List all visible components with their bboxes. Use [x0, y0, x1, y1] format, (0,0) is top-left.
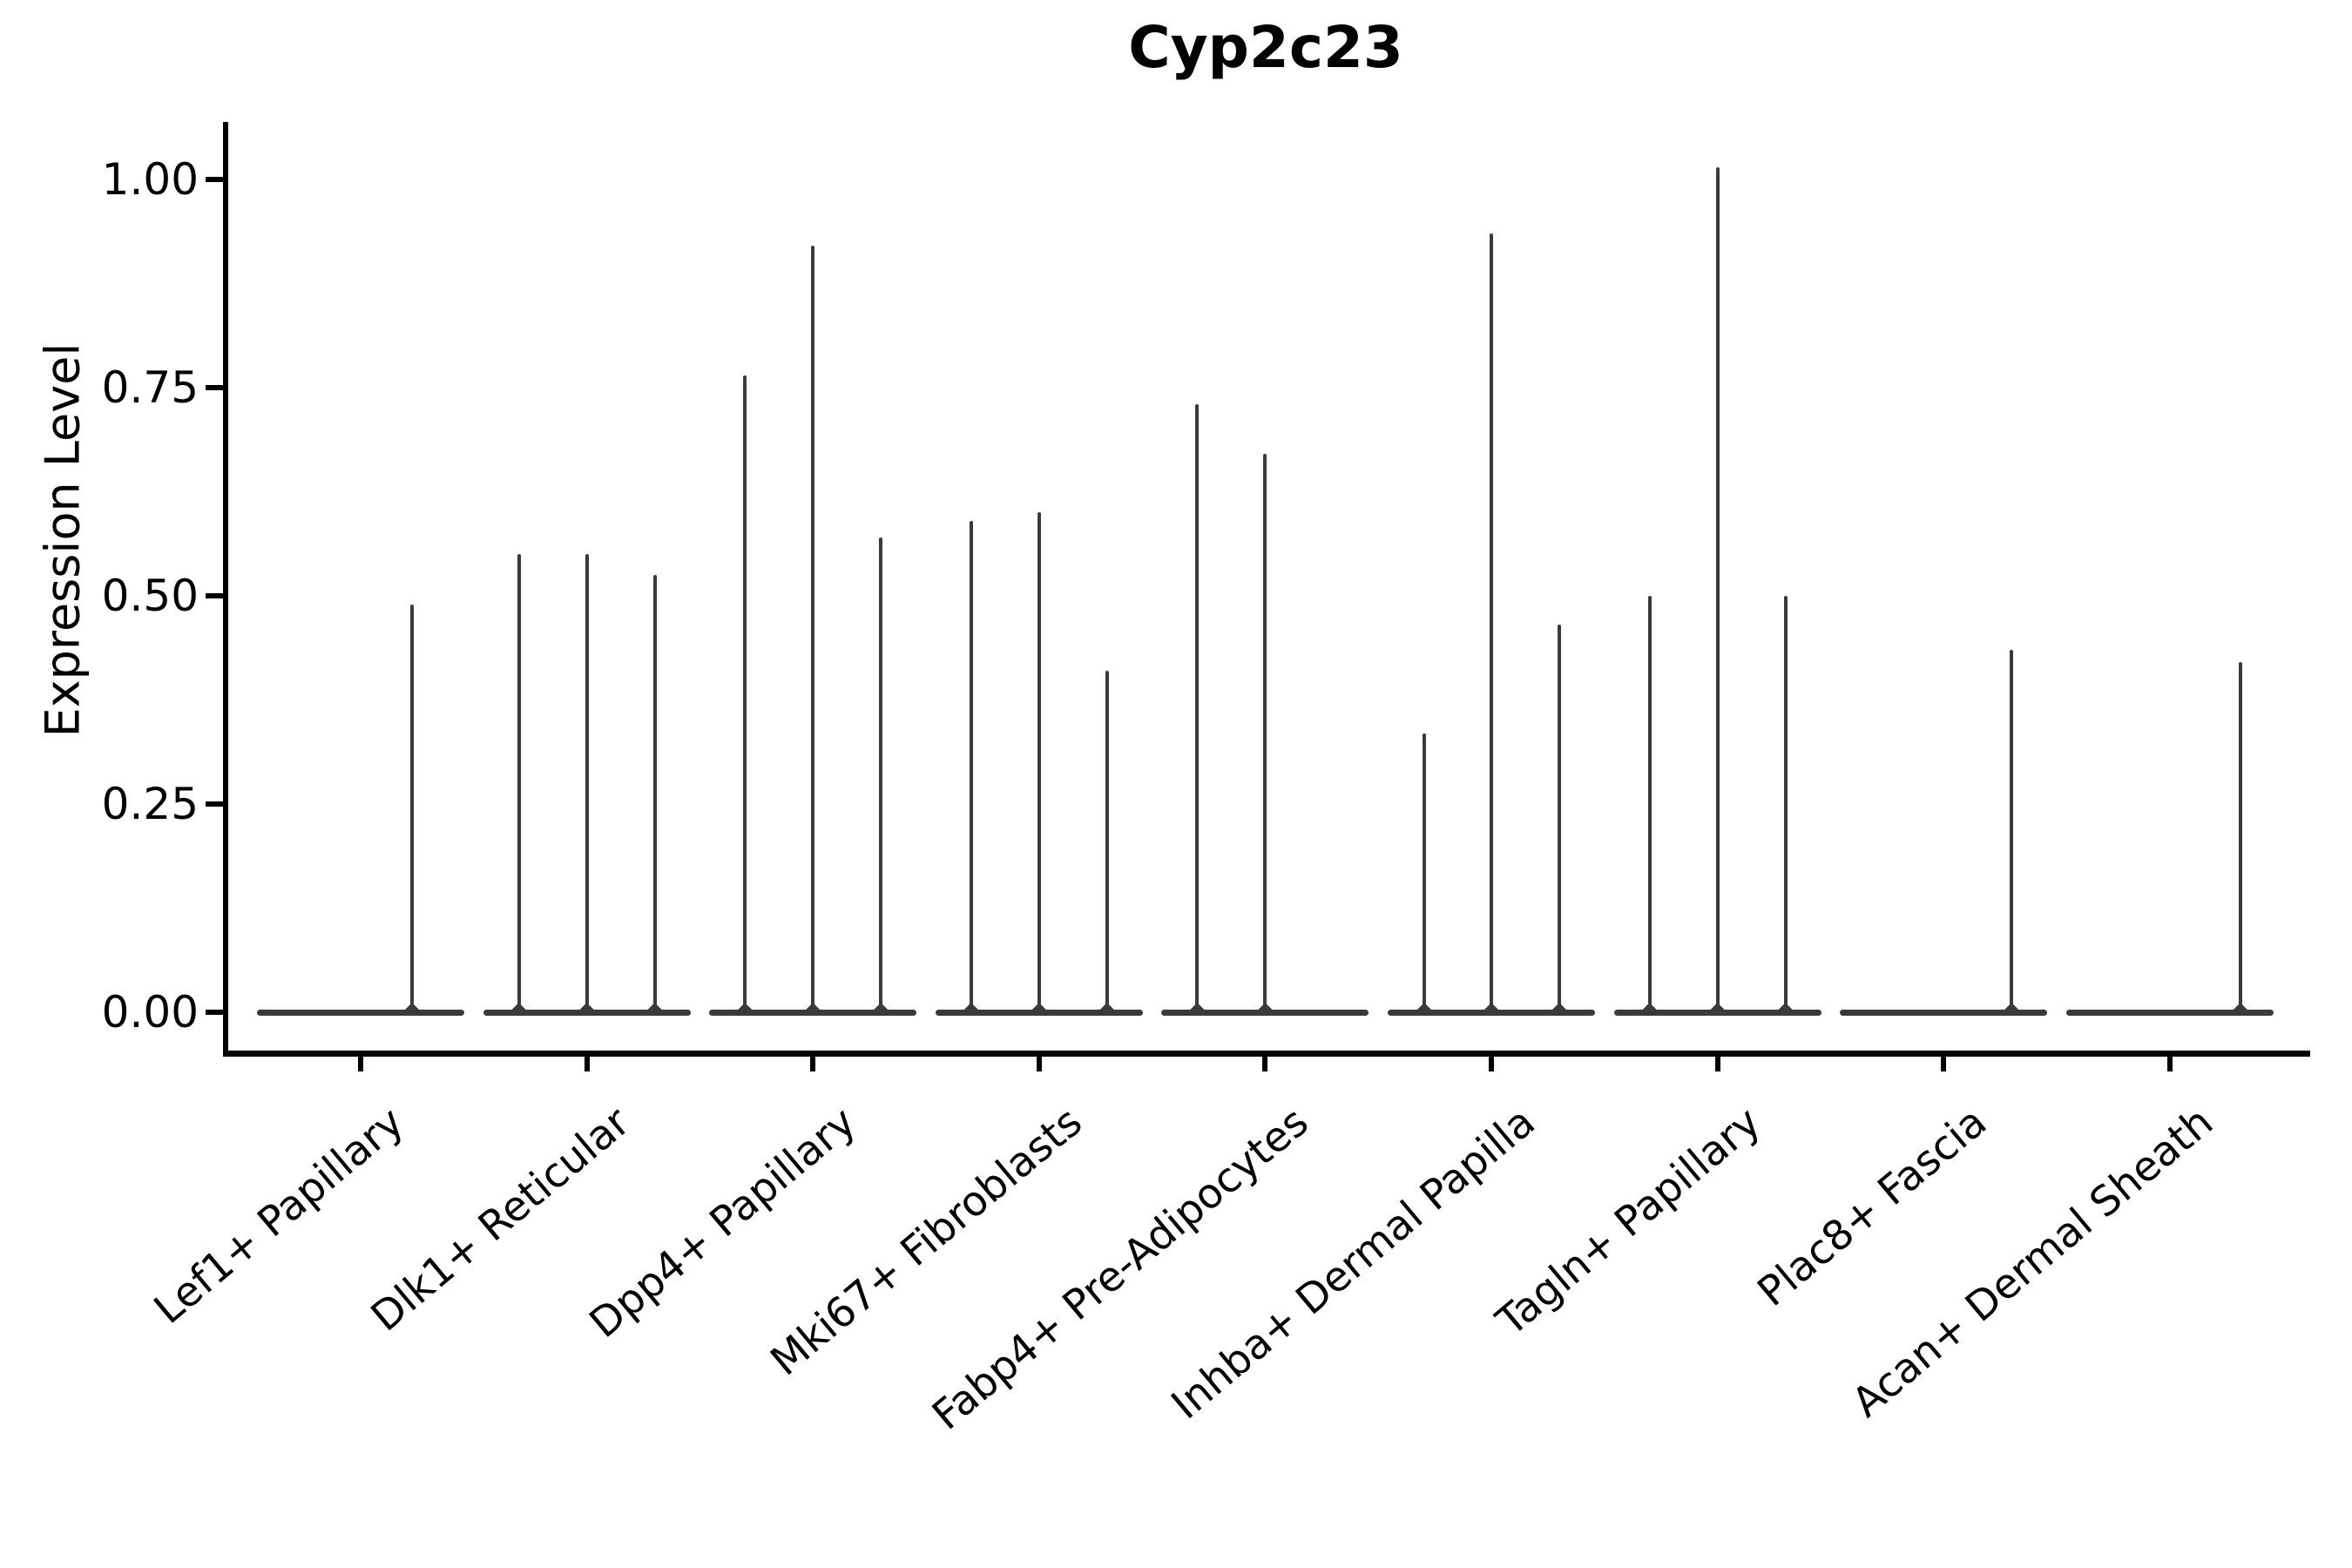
violin-spike — [1715, 166, 1720, 1012]
y-tick-label: 0.25 — [101, 779, 199, 829]
x-tick-mark — [2166, 1057, 2173, 1071]
violin-baseline — [1840, 1009, 2048, 1016]
violin-baseline — [1161, 1009, 1369, 1016]
x-tick-mark — [584, 1057, 590, 1071]
y-tick-label: 0.00 — [101, 987, 199, 1037]
x-tick-mark — [358, 1057, 363, 1071]
violin-spike — [1195, 404, 1200, 1012]
violin-baseline — [1388, 1009, 1595, 1016]
violin-spike — [652, 575, 657, 1012]
y-tick-label: 0.50 — [101, 571, 199, 621]
violin-baseline — [1613, 1009, 1821, 1016]
x-axis-spine — [223, 1051, 2310, 1057]
y-axis-spine — [223, 122, 228, 1057]
y-tick-label: 0.75 — [101, 362, 199, 413]
y-tick-label: 1.00 — [101, 154, 199, 205]
violin-baseline — [709, 1009, 917, 1016]
x-tick-mark — [1262, 1057, 1268, 1071]
y-tick-mark — [206, 593, 223, 598]
violin-spike — [1783, 596, 1788, 1012]
violin-spike — [1490, 233, 1493, 1012]
violin-spike — [517, 554, 521, 1012]
violin-baseline — [257, 1009, 464, 1016]
violin-spike — [1263, 454, 1267, 1012]
violin-baseline — [935, 1009, 1143, 1016]
y-tick-mark — [206, 177, 223, 182]
x-tick-mark — [810, 1057, 816, 1071]
violin-spike — [1105, 671, 1109, 1012]
violin-spike — [2238, 662, 2242, 1012]
x-tick-mark — [1036, 1057, 1042, 1071]
violin-spike — [1647, 596, 1652, 1012]
x-tick-label: Inhba+ Dermal Papilla — [1162, 1098, 1544, 1429]
x-tick-mark — [1489, 1057, 1494, 1071]
x-tick-label: Plac8+ Fascia — [1748, 1098, 1997, 1316]
violin-spike — [743, 375, 747, 1012]
x-tick-mark — [1941, 1057, 1947, 1071]
violin-spike — [2010, 650, 2014, 1012]
y-tick-mark — [206, 801, 223, 807]
x-tick-mark — [1714, 1057, 1720, 1071]
violin-spike — [410, 604, 414, 1012]
violin-spike — [879, 537, 883, 1012]
y-tick-mark — [206, 1010, 223, 1015]
violin-baseline — [483, 1009, 691, 1016]
violin-spike — [585, 554, 589, 1012]
violin-spike — [811, 246, 815, 1012]
violin-spike — [1423, 733, 1426, 1012]
violin-baseline — [2065, 1009, 2274, 1016]
chart-title: Cyp2c23 — [1128, 14, 1403, 81]
x-tick-label: Acan+ Dermal Sheath — [1842, 1098, 2222, 1428]
y-tick-mark — [206, 385, 223, 390]
violin-spike — [969, 520, 973, 1012]
violin-spike — [1037, 512, 1041, 1012]
x-tick-label: Fabp4+ Pre-Adipocytes — [923, 1098, 1318, 1440]
violin-spike — [1558, 625, 1561, 1012]
